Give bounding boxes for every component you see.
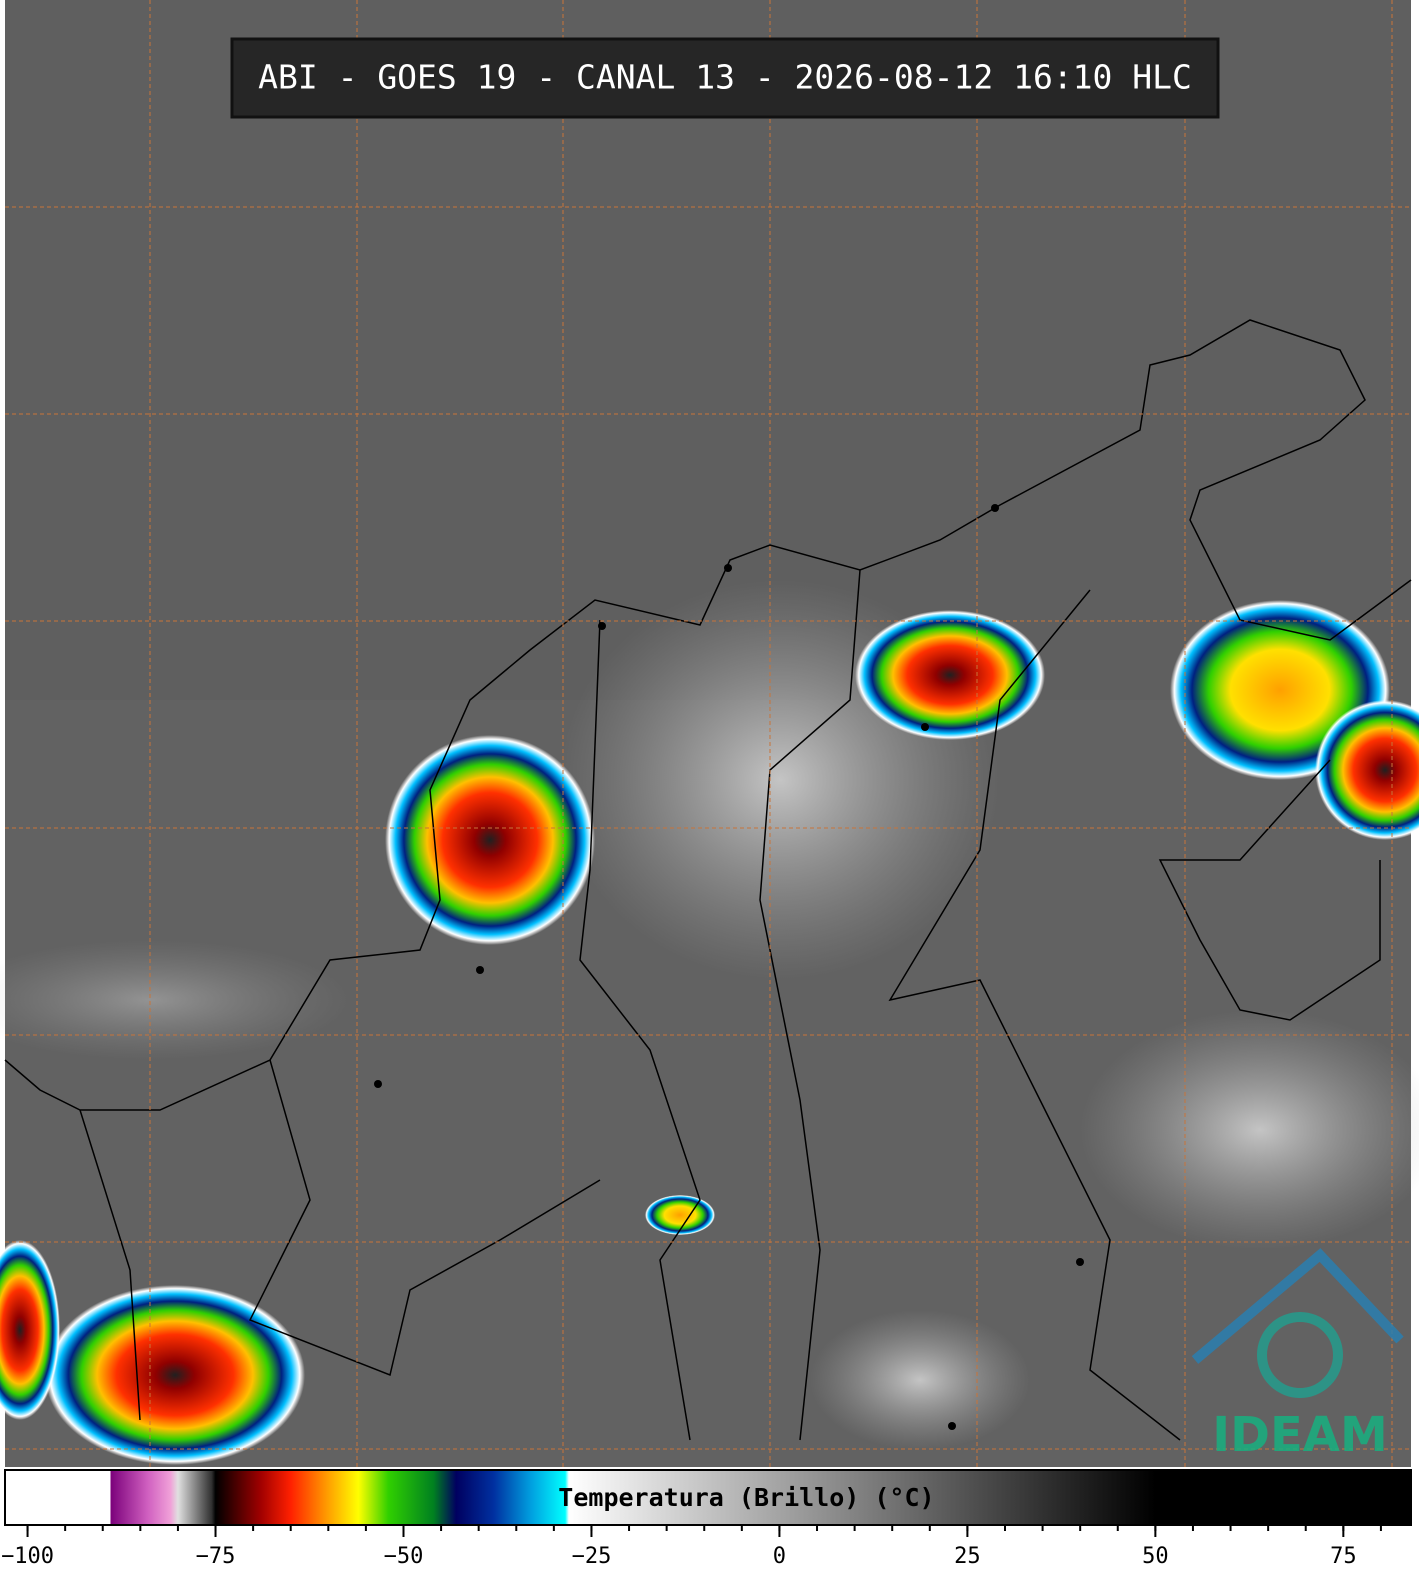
satellite-image: IDEAM xyxy=(0,0,1419,1467)
tick-label: 0 xyxy=(773,1544,786,1569)
logo: IDEAM xyxy=(1191,1248,1404,1463)
lat-lon-grid xyxy=(5,0,1411,1467)
colorbar-bar xyxy=(4,1469,1412,1526)
colorbar-label: Temperatura (Brillo) (°C) xyxy=(558,1483,934,1512)
tick-label: −75 xyxy=(196,1544,236,1569)
tick-label: −50 xyxy=(384,1544,424,1569)
title-box xyxy=(230,37,1220,119)
tick-label: 50 xyxy=(1142,1544,1169,1569)
colorbar: Temperatura (Brillo) (°C) −100 −75 −50 −25 0 2… xyxy=(1,1469,1412,1569)
logo-text: IDEAM xyxy=(1212,1407,1387,1463)
tick-label: 75 xyxy=(1330,1544,1357,1569)
tick-label: −25 xyxy=(572,1544,612,1569)
tick-label: −100 xyxy=(1,1544,54,1569)
tick-label: 25 xyxy=(954,1544,981,1569)
title: ABI - GOES 19 - CANAL 13 - 2026-08-12 16… xyxy=(258,58,1192,97)
borders xyxy=(4,319,1412,1441)
